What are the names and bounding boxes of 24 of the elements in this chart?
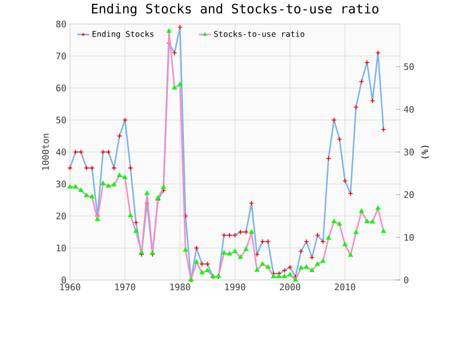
- chart-title: Ending Stocks and Stocks-to-use ratio: [92, 4, 378, 16]
- y-axis-title: 1000ton: [42, 134, 49, 170]
- y2-tick-label: 40: [404, 106, 414, 113]
- x-tick-label: 1990: [225, 284, 246, 290]
- y-tick-label: 80: [56, 20, 66, 28]
- y2-tick-label: 30: [404, 148, 414, 156]
- x-tick-label: 2000: [280, 284, 300, 290]
- x-tick-label: 1960: [60, 284, 80, 290]
- y2-tick-label: 0: [404, 276, 408, 284]
- y-tick-label: 10: [56, 244, 66, 252]
- y-tick-label: 20: [56, 212, 66, 220]
- y-tick-label: 0: [62, 276, 66, 284]
- y-tick-label: 30: [56, 180, 66, 188]
- y-tick-label: 70: [56, 52, 66, 60]
- y-tick-label: 60: [56, 84, 66, 92]
- y2-tick-label: 20: [404, 191, 414, 198]
- y2-axis-title: (%): [421, 146, 430, 158]
- y-tick-label: 40: [56, 148, 66, 156]
- x-tick-label: 1980: [170, 284, 190, 290]
- x-tick-label: 2010: [334, 284, 356, 290]
- y-tick-label: 50: [56, 116, 66, 124]
- y2-tick-label: 50: [404, 63, 414, 70]
- y2-tick-label: 10: [404, 234, 414, 241]
- x-tick-label: 1970: [115, 284, 136, 290]
